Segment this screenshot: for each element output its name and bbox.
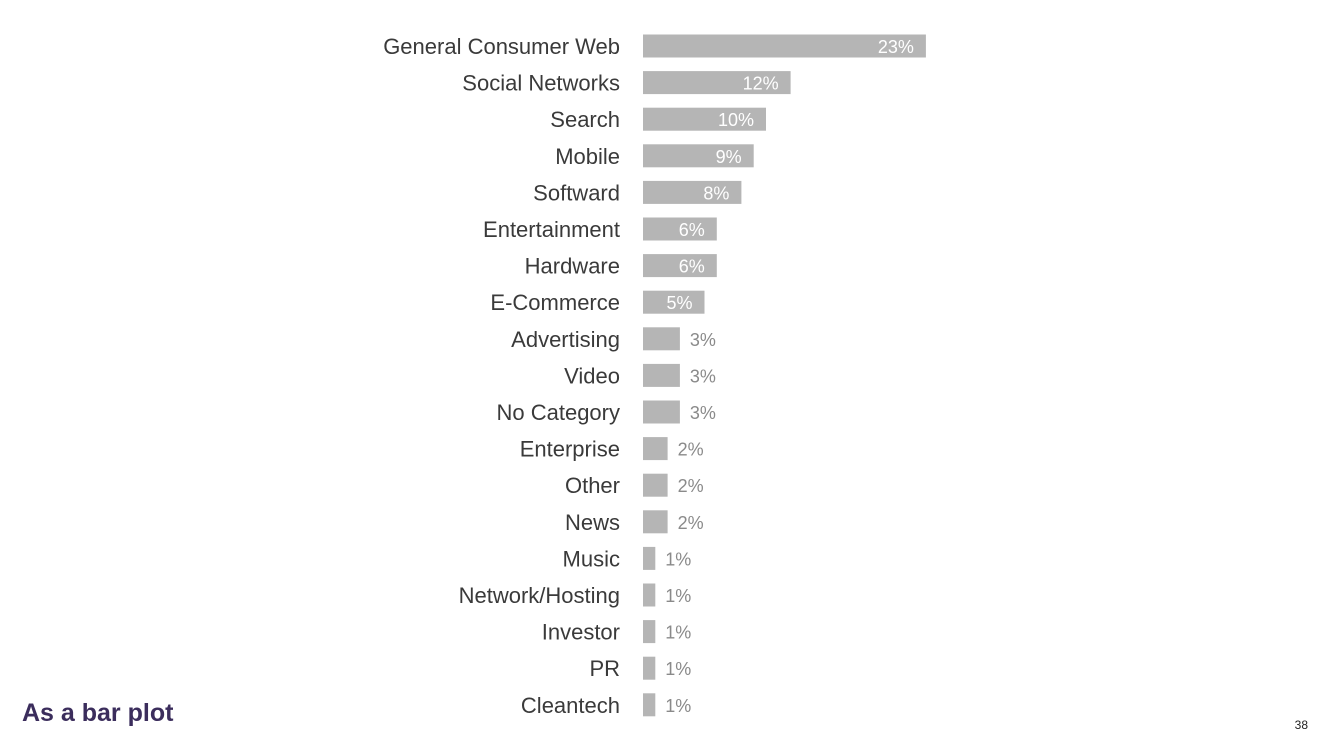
bar-row: General Consumer Web 23% [383, 34, 926, 59]
value-label: 1% [665, 696, 691, 716]
bar-row: Investor 1% [542, 620, 692, 645]
value-label: 6% [679, 257, 705, 277]
category-label: News [565, 510, 620, 535]
value-label: 3% [690, 330, 716, 350]
bar [643, 437, 668, 461]
category-label: PR [589, 656, 620, 681]
bar [643, 693, 656, 717]
value-label: 6% [679, 220, 705, 240]
value-label: 12% [743, 74, 779, 94]
category-label: Mobile [555, 144, 620, 169]
category-label: Cleantech [521, 693, 620, 718]
value-label: 5% [666, 293, 692, 313]
value-label: 2% [678, 476, 704, 496]
bar-row: Cleantech 1% [521, 693, 691, 718]
category-label: Other [565, 473, 620, 498]
bar [643, 363, 680, 387]
bar-row: News 2% [565, 510, 704, 535]
bar-row: Softward 8% [533, 180, 742, 205]
category-label: Video [564, 363, 620, 388]
slide-title: As a bar plot [22, 699, 174, 727]
category-label: General Consumer Web [383, 34, 620, 59]
bar-row: Social Networks 12% [462, 71, 791, 96]
value-label: 10% [718, 110, 754, 130]
bar [643, 290, 705, 314]
bar-row: Entertainment 6% [483, 217, 717, 242]
bar [643, 583, 656, 607]
category-label: Hardware [525, 254, 620, 279]
bar [643, 254, 717, 278]
page-number: 38 [1294, 718, 1308, 732]
bar [643, 510, 668, 534]
bar-row: No Category 3% [496, 400, 715, 425]
category-label: Softward [533, 180, 620, 205]
category-label: Music [563, 546, 620, 571]
bar [643, 71, 791, 95]
category-label: Network/Hosting [459, 583, 620, 608]
bar [643, 546, 656, 570]
category-label: Enterprise [520, 437, 620, 462]
category-label: E-Commerce [490, 290, 620, 315]
value-label: 9% [716, 147, 742, 167]
bar-row: Music 1% [563, 546, 692, 571]
bar [643, 217, 717, 241]
bar-row: Network/Hosting 1% [459, 583, 692, 608]
value-label: 2% [678, 440, 704, 460]
value-label: 1% [665, 586, 691, 606]
bar [643, 144, 754, 168]
value-label: 1% [665, 659, 691, 679]
bar [643, 473, 668, 497]
value-label: 3% [690, 403, 716, 423]
bar-row: Other 2% [565, 473, 704, 498]
category-label: Search [550, 107, 620, 132]
value-label: 3% [690, 366, 716, 386]
value-label: 23% [878, 37, 914, 57]
bar [643, 34, 926, 58]
bar-row: Enterprise 2% [520, 437, 704, 462]
bar [643, 400, 680, 424]
category-label: No Category [496, 400, 620, 425]
bar-row: E-Commerce 5% [490, 290, 705, 315]
value-label: 1% [665, 623, 691, 643]
bar [643, 180, 742, 204]
bar-row: Video 3% [564, 363, 716, 388]
bar-row: Mobile 9% [555, 144, 754, 169]
category-label: Advertising [511, 327, 620, 352]
value-label: 2% [678, 513, 704, 533]
bar [643, 656, 656, 680]
category-label: Investor [542, 620, 620, 645]
bar [643, 620, 656, 644]
value-label: 8% [703, 183, 729, 203]
bar-row: Search 10% [550, 107, 766, 132]
value-label: 1% [665, 549, 691, 569]
category-label: Social Networks [462, 71, 620, 96]
bar-row: Advertising 3% [511, 327, 716, 352]
bar-row: PR 1% [589, 656, 691, 681]
bar-row: Hardware 6% [525, 254, 717, 279]
bar [643, 107, 766, 131]
category-label: Entertainment [483, 217, 620, 242]
bar [643, 327, 680, 351]
